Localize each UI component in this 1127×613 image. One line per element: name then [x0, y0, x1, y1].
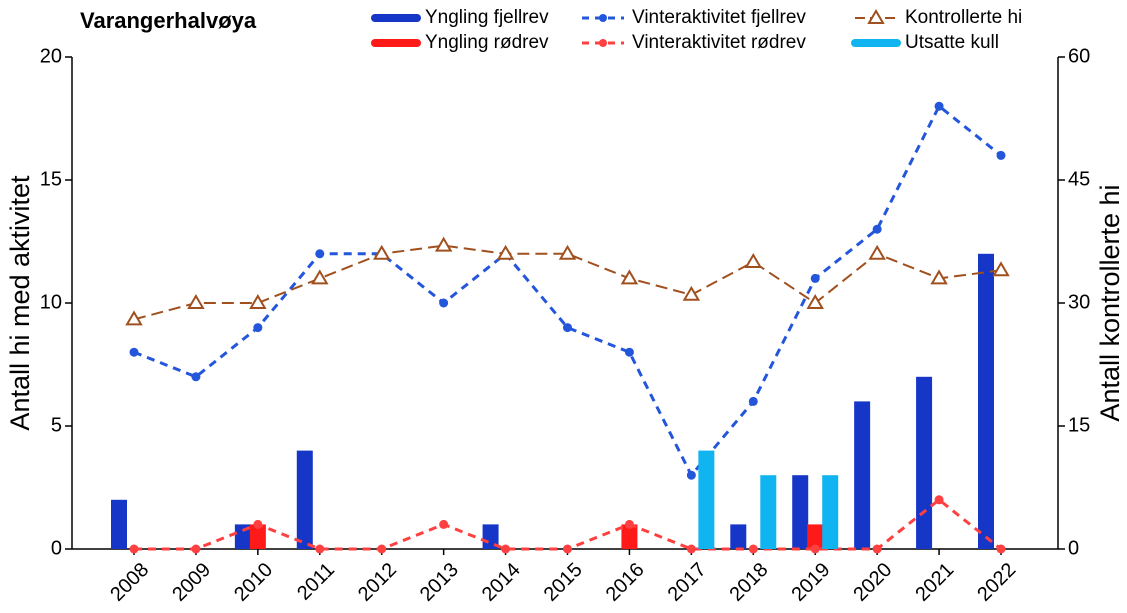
line	[133, 103, 1002, 478]
bar	[760, 475, 777, 549]
legend-label: Utsatte kull	[905, 32, 999, 53]
x-tick-label: 2019	[787, 559, 834, 606]
bar	[807, 524, 824, 549]
x-tick-label: 2021	[911, 559, 958, 606]
marker	[191, 544, 201, 554]
marker	[496, 244, 515, 260]
legend-label: Yngling fjellrev	[425, 7, 549, 28]
x-tick-label: 2020	[849, 559, 896, 606]
bar	[698, 450, 715, 549]
y2-tick-label: 15	[1068, 414, 1090, 436]
x-tick-label: 2012	[354, 559, 401, 606]
legend-marker	[599, 14, 607, 22]
marker	[872, 224, 882, 234]
x-tick-label: 2009	[168, 559, 215, 606]
marker	[253, 323, 263, 333]
bar	[249, 524, 266, 549]
marker	[563, 544, 572, 554]
y2-tick-label: 45	[1068, 168, 1090, 190]
marker	[934, 495, 944, 505]
x-tick-label: 2022	[973, 559, 1020, 606]
chart-title: Varangerhalvøya	[80, 8, 257, 33]
marker	[315, 249, 325, 259]
marker	[996, 150, 1006, 160]
marker	[934, 101, 944, 111]
marker	[501, 544, 511, 554]
bar	[916, 376, 933, 549]
x-tick-label: 2015	[540, 559, 587, 606]
x-tick-label: 2016	[602, 559, 649, 606]
bar	[792, 475, 809, 549]
y2-axis-label: Antall kontrollerte hi	[1095, 184, 1125, 421]
y2-tick-label: 0	[1068, 537, 1079, 559]
x-tick-label: 2013	[416, 559, 463, 606]
marker	[434, 236, 453, 252]
marker	[439, 519, 449, 529]
marker	[992, 261, 1010, 277]
bar	[730, 524, 747, 549]
marker	[311, 269, 329, 285]
bar	[296, 450, 313, 549]
y2-tick-label: 60	[1068, 45, 1090, 67]
legend-marker	[867, 9, 885, 24]
bar	[854, 401, 871, 549]
marker	[686, 544, 696, 554]
x-tick-label: 2011	[293, 559, 339, 605]
bar	[234, 524, 251, 549]
bar	[822, 475, 839, 549]
y-tick-label: 10	[40, 291, 62, 313]
line	[133, 244, 1002, 321]
x-tick-label: 2010	[230, 559, 277, 606]
y-tick-label: 15	[40, 168, 62, 190]
marker	[620, 269, 639, 285]
x-tick-label: 2017	[664, 559, 711, 606]
y2-tick-label: 30	[1068, 291, 1090, 313]
marker	[810, 544, 820, 554]
legend-label: Vinteraktivitet rødrev	[632, 32, 806, 53]
legend-label: Vinteraktivitet fjellrev	[632, 7, 806, 28]
marker	[315, 544, 325, 554]
marker	[372, 244, 391, 260]
marker	[872, 544, 882, 554]
y-tick-label: 5	[51, 414, 62, 436]
bar	[111, 499, 127, 549]
marker	[682, 285, 701, 301]
y-axis-label: Antall hi med aktivitet	[5, 175, 35, 431]
marker	[868, 244, 886, 260]
x-tick-label: 2008	[106, 559, 153, 606]
marker	[439, 298, 449, 308]
marker	[930, 269, 948, 285]
marker	[125, 310, 143, 326]
legend-label: Yngling rødrev	[425, 32, 549, 53]
legend-label: Kontrollerte hi	[905, 7, 1022, 28]
y-tick-label: 0	[51, 537, 62, 559]
bar	[978, 253, 994, 550]
marker	[191, 372, 201, 382]
marker	[686, 470, 696, 480]
marker	[624, 519, 634, 529]
legend-marker	[599, 39, 607, 47]
marker	[563, 323, 572, 333]
marker	[744, 253, 763, 268]
marker	[129, 544, 139, 554]
marker	[624, 347, 634, 357]
marker	[996, 544, 1006, 554]
bar	[621, 524, 638, 549]
marker	[558, 244, 577, 260]
marker	[377, 544, 387, 554]
marker	[187, 294, 205, 309]
marker	[249, 294, 267, 309]
marker	[253, 519, 263, 529]
x-tick-label: 2018	[726, 559, 773, 606]
y-tick-label: 20	[40, 45, 62, 67]
x-tick-label: 2014	[478, 559, 525, 606]
marker	[129, 347, 139, 357]
marker	[810, 273, 820, 283]
marker	[748, 544, 758, 554]
marker	[806, 294, 824, 309]
marker	[748, 396, 758, 406]
